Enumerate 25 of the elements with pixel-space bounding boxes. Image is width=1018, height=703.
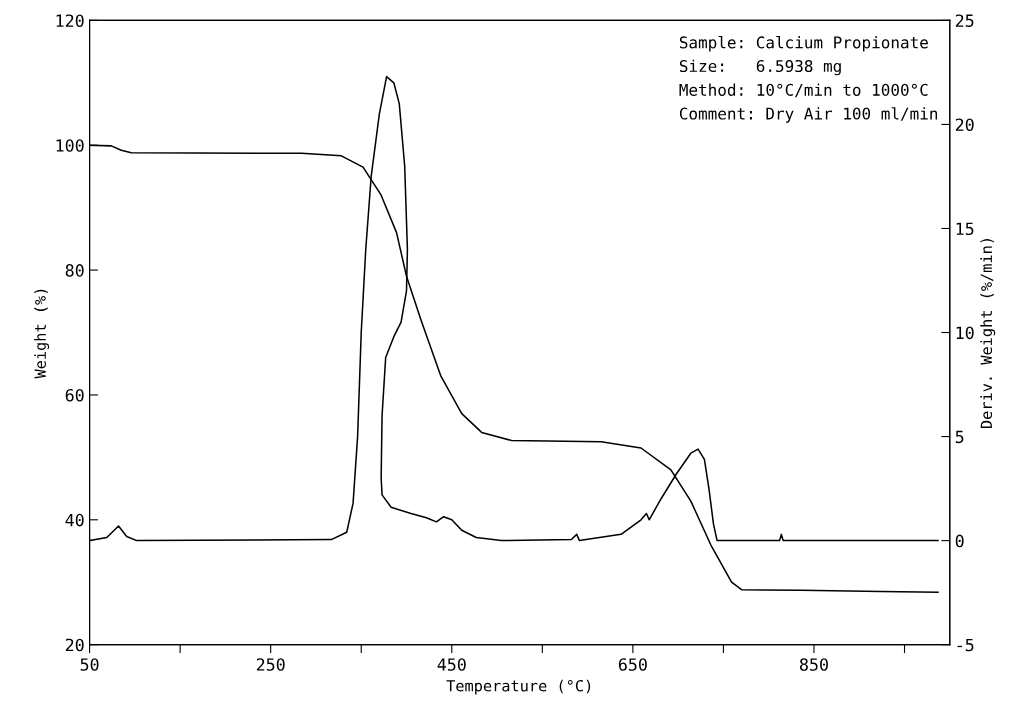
x-tick-label: 650 xyxy=(618,658,647,671)
y-axis-title: Weight (%) xyxy=(34,289,50,379)
y2-tick-label: 20 xyxy=(955,118,974,132)
x-tick-label: 50 xyxy=(80,658,99,671)
annotation: Method: 10°C/min to 1000°C xyxy=(679,83,928,98)
annotation: Sample: Calcium Propionate xyxy=(679,35,928,52)
y-tick-label: 40 xyxy=(65,513,84,527)
y-tick-label: 100 xyxy=(56,139,84,152)
y2-tick-label: 10 xyxy=(956,326,974,340)
y2-tick-label: 0 xyxy=(955,534,964,548)
y-tick-label: 20 xyxy=(65,638,84,652)
y2-tick-label: -5 xyxy=(957,638,974,652)
y-tick-label: 60 xyxy=(65,388,84,402)
y2-tick-label: 25 xyxy=(955,14,974,27)
annotation: Size: 6.5938 mg xyxy=(679,59,841,76)
y2-tick-label: 15 xyxy=(956,222,974,236)
x-tick-label: 850 xyxy=(799,658,828,671)
x-tick-label: 450 xyxy=(437,658,466,671)
y-tick-label: 120 xyxy=(56,14,84,27)
x-tick-label: 250 xyxy=(256,658,285,671)
y2-axis-title: Deriv. Weight (%/min) xyxy=(980,239,996,429)
annotation: Comment: Dry Air 100 ml/min xyxy=(679,107,938,123)
y2-tick-label: 5 xyxy=(955,430,964,444)
y-tick-label: 80 xyxy=(65,264,84,277)
x-axis-title: Temperature (°C) xyxy=(446,679,591,695)
